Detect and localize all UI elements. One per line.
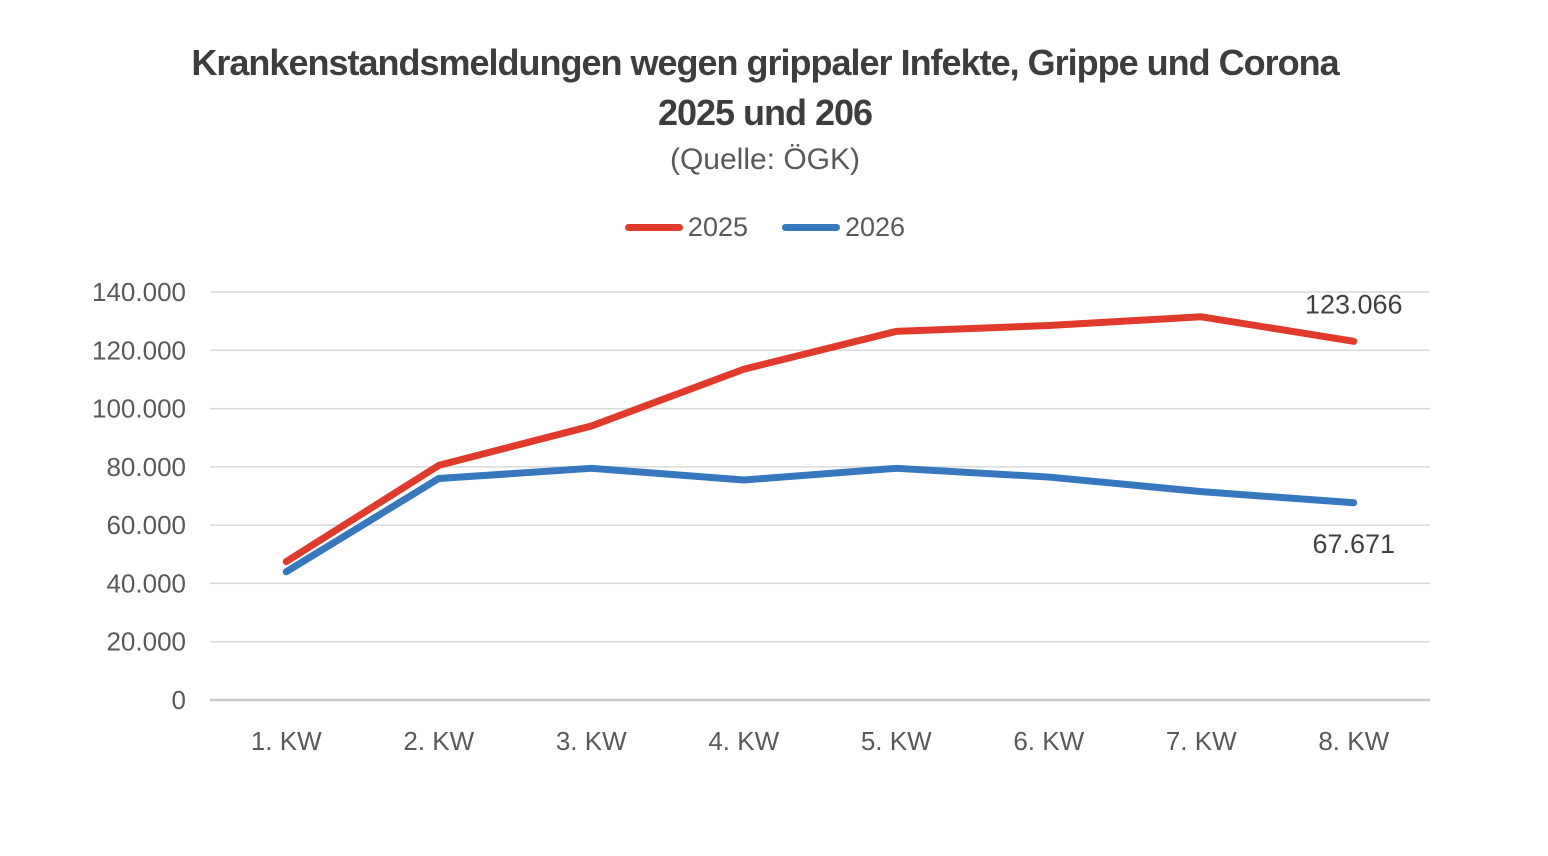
chart-subtitle: (Quelle: ÖGK): [669, 143, 861, 176]
x-axis-tick-label: 8. KW: [1318, 726, 1389, 756]
y-axis-tick-label: 40.000: [106, 568, 186, 598]
x-axis-tick-label: 3. KW: [556, 726, 627, 756]
y-axis-tick-label: 80.000: [106, 452, 186, 482]
data-label-2026-end: 67.671: [1312, 529, 1395, 559]
x-axis-tick-label: 5. KW: [861, 726, 932, 756]
x-axis-tick-label: 6. KW: [1013, 726, 1084, 756]
series-line-2025: [282, 313, 1358, 566]
x-axis-tick-label: 4. KW: [708, 726, 779, 756]
legend: 2025 2026: [0, 212, 1530, 243]
y-axis-tick-label: 60.000: [106, 510, 186, 540]
y-axis-tick-label: 120.000: [92, 335, 186, 365]
chart-title-text: Krankenstandsmeldungen wegen grippaler I…: [191, 42, 1339, 133]
y-axis-tick-label: 20.000: [106, 627, 186, 657]
x-axis-tick-label: 2. KW: [403, 726, 474, 756]
series-line-2026: [282, 464, 1358, 576]
y-axis-tick-label: 0: [172, 685, 186, 715]
chart-title: Krankenstandsmeldungen wegen grippaler I…: [0, 38, 1530, 138]
legend-item-2026: 2026: [782, 212, 905, 243]
legend-swatch-2025: [624, 224, 683, 231]
legend-swatch-2026: [782, 224, 840, 231]
x-axis-tick-label: 1. KW: [251, 726, 322, 756]
x-axis-tick-label: 7. KW: [1166, 726, 1237, 756]
legend-label-2025: 2025: [687, 212, 748, 242]
data-label-2025-end: 123.066: [1305, 289, 1403, 319]
legend-item-2025: 2025: [624, 212, 748, 243]
y-axis-tick-label: 140.000: [92, 277, 186, 307]
y-axis-tick-label: 100.000: [92, 394, 186, 424]
legend-label-2026: 2026: [845, 212, 906, 242]
